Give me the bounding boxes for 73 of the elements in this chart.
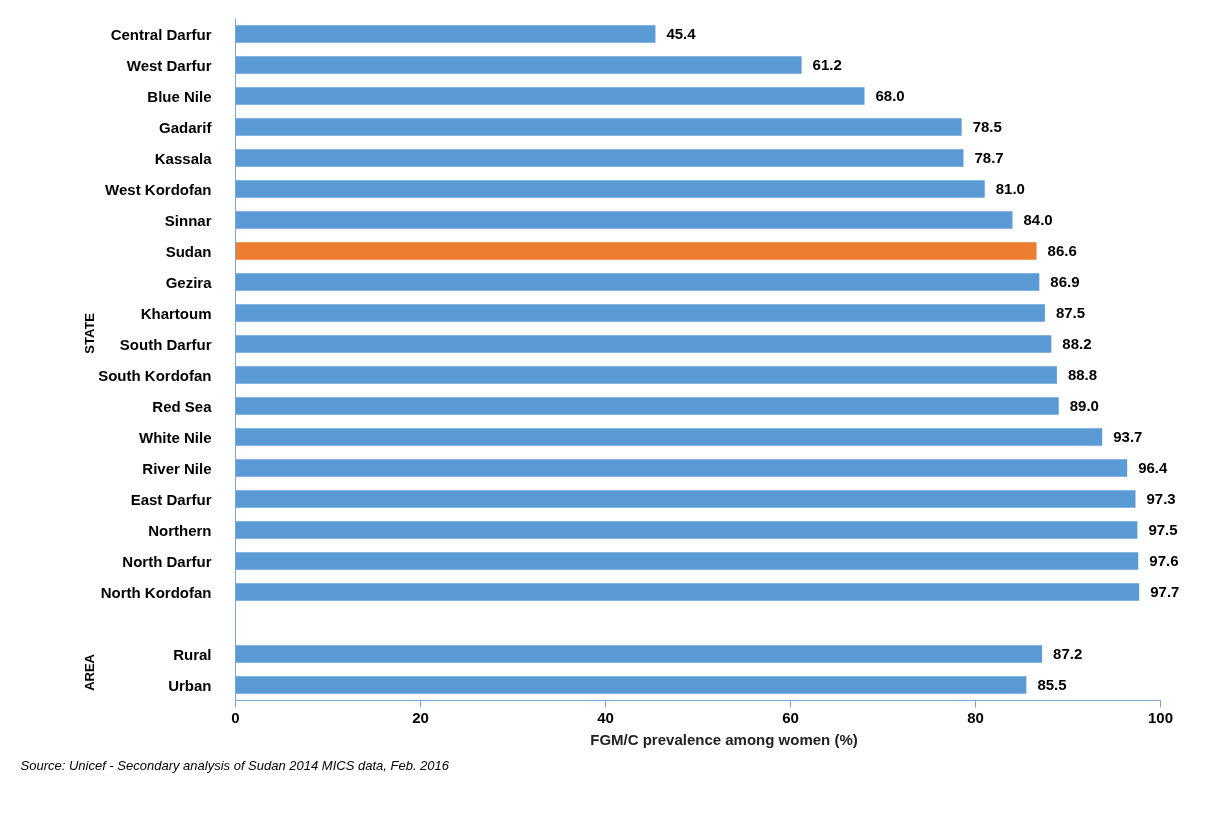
x-tick-label: 0 [231, 708, 240, 726]
data-label: 61.2 [812, 56, 842, 73]
x-tick-label: 40 [597, 708, 614, 726]
y-tick-label: Blue Nile [147, 87, 212, 105]
bar [235, 56, 802, 74]
data-label: 97.6 [1149, 552, 1179, 569]
data-label: 97.3 [1146, 490, 1176, 507]
bar [235, 273, 1040, 291]
y-tick-label: Sinnar [164, 211, 212, 229]
y-tick-label: North Kordofan [100, 583, 212, 601]
y-tick-label: Central Darfur [110, 25, 212, 43]
bar [235, 366, 1057, 384]
y-tick-label: Northern [148, 521, 212, 539]
y-tick-label: Sudan [165, 242, 212, 260]
x-tick-label: 80 [967, 708, 984, 726]
bar [235, 552, 1139, 570]
y-tick-label: White Nile [139, 428, 212, 446]
data-label: 88.2 [1062, 335, 1092, 352]
bar [235, 428, 1103, 446]
bar [235, 583, 1140, 601]
data-label: 93.7 [1113, 428, 1143, 445]
data-label: 84.0 [1023, 211, 1053, 228]
data-label: 81.0 [995, 180, 1025, 197]
y-tick-label: Urban [168, 676, 212, 694]
bar [235, 87, 865, 105]
bar [235, 180, 985, 198]
source-note: Source: Unicef - Secondary analysis of Sudan 2014 MICS data, Feb. 2016 [20, 757, 450, 773]
data-label: 86.6 [1047, 242, 1077, 259]
y-tick-label: Rural [173, 645, 212, 663]
data-label: 88.8 [1067, 366, 1098, 383]
bar [235, 521, 1138, 539]
x-axis-title: FGM/C prevalence among women (%) [590, 730, 858, 748]
data-label: 78.7 [974, 149, 1004, 166]
bar [235, 304, 1045, 322]
text: AREA [82, 653, 97, 691]
y-tick-label: Gezira [165, 273, 213, 291]
y-tick-label: West Darfur [126, 56, 212, 74]
y-tick-label: Gadarif [158, 118, 213, 136]
bar [235, 490, 1136, 508]
bar [235, 459, 1128, 477]
bar [235, 242, 1037, 260]
x-tick-label: 100 [1147, 708, 1174, 726]
data-label: 78.5 [972, 118, 1002, 135]
y-tick-label: East Darfur [130, 490, 212, 508]
y-tick-label: Kassala [154, 149, 213, 167]
y-tick-label: Khartoum [140, 304, 212, 322]
y-tick-label: Red Sea [152, 397, 213, 415]
data-label: 87.2 [1053, 645, 1083, 662]
bar [235, 118, 962, 136]
data-label: 97.7 [1150, 583, 1180, 600]
y-tick-label: North Darfur [122, 552, 212, 570]
data-label: 85.5 [1037, 676, 1067, 693]
x-tick-label: 20 [412, 708, 429, 726]
data-label: 96.4 [1138, 459, 1169, 476]
data-label: 89.0 [1069, 397, 1099, 414]
bar [235, 645, 1043, 663]
y-tick-label: South Kordofan [98, 366, 212, 384]
bar [235, 211, 1013, 229]
data-label: 86.9 [1050, 273, 1080, 290]
y-tick-label: South Darfur [119, 335, 212, 353]
text: STATE [82, 312, 97, 354]
data-label: 45.4 [666, 25, 697, 42]
y-tick-label: River Nile [142, 459, 212, 477]
data-label: 68.0 [875, 87, 905, 104]
x-tick-label: 60 [782, 708, 799, 726]
y-tick-label: West Kordofan [105, 180, 212, 198]
bar [235, 335, 1052, 353]
bar [235, 149, 964, 167]
bar [235, 25, 656, 43]
bar [235, 676, 1027, 694]
data-label: 87.5 [1055, 304, 1086, 321]
bar [235, 397, 1059, 415]
data-label: 97.5 [1148, 521, 1178, 538]
